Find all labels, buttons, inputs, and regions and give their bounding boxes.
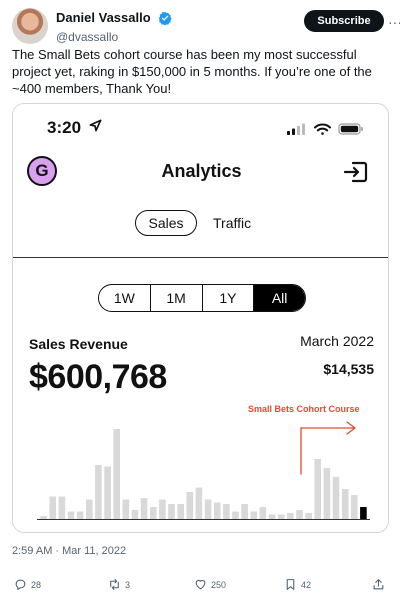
chart-bar[interactable] [104,466,111,520]
like-count: 250 [211,579,227,590]
chart-bar[interactable] [76,511,84,520]
verified-icon [159,11,172,25]
more-options-icon[interactable]: ··· [388,14,400,30]
battery-icon [338,123,363,135]
chart-bar[interactable] [40,516,47,519]
phone-status-time: 3:20 [47,118,102,138]
author-handle[interactable]: @dvassallo [56,30,119,44]
avatar[interactable] [12,8,48,44]
phone-time-text: 3:20 [47,118,82,137]
time-range-toggle: 1W 1M 1Y All [98,284,306,312]
chart-bar[interactable] [177,504,184,519]
chart-bar[interactable] [305,513,312,519]
selected-month-value: $14,535 [323,361,374,377]
chart-bar[interactable] [341,489,349,519]
retweet-button[interactable]: 3 [108,578,130,591]
range-button-all[interactable]: All [254,285,305,311]
retweet-count: 3 [125,579,131,590]
range-button-1m[interactable]: 1M [151,285,203,311]
subscribe-button[interactable]: Subscribe [304,10,384,32]
chart-bar[interactable] [131,510,139,519]
heart-icon [195,579,206,590]
chart-bar[interactable] [140,498,148,519]
screen-title: Analytics [161,161,242,181]
location-arrow-icon [89,119,102,132]
chart-bar[interactable] [149,507,157,519]
chart-bar[interactable] [58,496,66,520]
chart-bar[interactable] [49,496,56,520]
wifi-icon [314,123,331,135]
chart-bar[interactable] [259,507,267,519]
tweet-text: The Small Bets cohort course has been my… [12,47,372,96]
chart-bar[interactable] [351,495,358,519]
chart-bar[interactable] [323,468,331,519]
tab-sales[interactable]: Sales [135,210,197,236]
author-block: Daniel Vassallo @dvassallo [56,9,172,44]
revenue-label: Sales Revenue [29,336,128,352]
revenue-total: $600,768 [29,358,167,396]
share-icon [373,579,384,590]
logout-icon[interactable] [343,160,369,184]
chart-bar[interactable] [204,499,212,520]
chart-bar[interactable] [122,499,130,520]
status-bar-icons [287,123,363,135]
chart-bar[interactable] [113,429,120,519]
chart-bar-current[interactable] [360,507,367,519]
range-button-1y[interactable]: 1Y [203,285,255,311]
tweet-header: Daniel Vassallo @dvassallo Subscribe ··· [12,8,400,44]
chart-bar[interactable] [213,502,221,520]
chart-bar[interactable] [232,511,239,520]
tweet-timestamp[interactable]: 2:59 AM · Mar 11, 2022 [12,545,127,557]
chart-bar[interactable] [287,513,294,519]
selected-month-label: March 2022 [300,333,374,349]
divider [13,257,388,258]
tweet-actions: 28 3 250 42 [14,578,386,592]
reply-icon [15,579,26,590]
sales-bar-chart [37,429,370,520]
chart-bar[interactable] [223,504,230,519]
tab-traffic[interactable]: Traffic [213,215,252,231]
chart-bar[interactable] [250,511,258,520]
annotation-label: Small Bets Cohort Course [248,404,360,414]
chart-bar[interactable] [186,492,194,519]
like-button[interactable]: 250 [194,578,226,591]
chart-bar[interactable] [95,465,102,519]
chart-bar[interactable] [86,499,93,520]
chart-bar[interactable] [332,477,340,519]
bookmark-icon [286,579,295,590]
chart-bar[interactable] [241,504,248,519]
reply-count: 28 [31,579,42,590]
bookmark-button[interactable]: 42 [284,578,311,591]
chart-bar[interactable] [268,514,276,520]
share-button[interactable] [372,578,389,591]
chart-bar[interactable] [67,511,75,520]
chart-bar[interactable] [168,504,175,519]
author-name[interactable]: Daniel Vassallo [56,10,151,26]
cellular-signal-icon [287,123,305,135]
retweet-icon [110,579,119,590]
chart-bar[interactable] [277,514,285,520]
app-logo[interactable]: G [27,156,57,186]
annotation-arrow-icon [300,421,356,475]
bookmark-count: 42 [301,579,312,590]
chart-bar[interactable] [296,510,303,519]
chart-bar[interactable] [159,499,166,520]
tweet-media-card[interactable]: 3:20 G Analytics Sales Traffic 1W [12,103,389,533]
chart-bar[interactable] [195,487,203,520]
range-button-1w[interactable]: 1W [99,285,151,311]
chart-bar[interactable] [314,459,321,519]
reply-button[interactable]: 28 [14,578,41,591]
